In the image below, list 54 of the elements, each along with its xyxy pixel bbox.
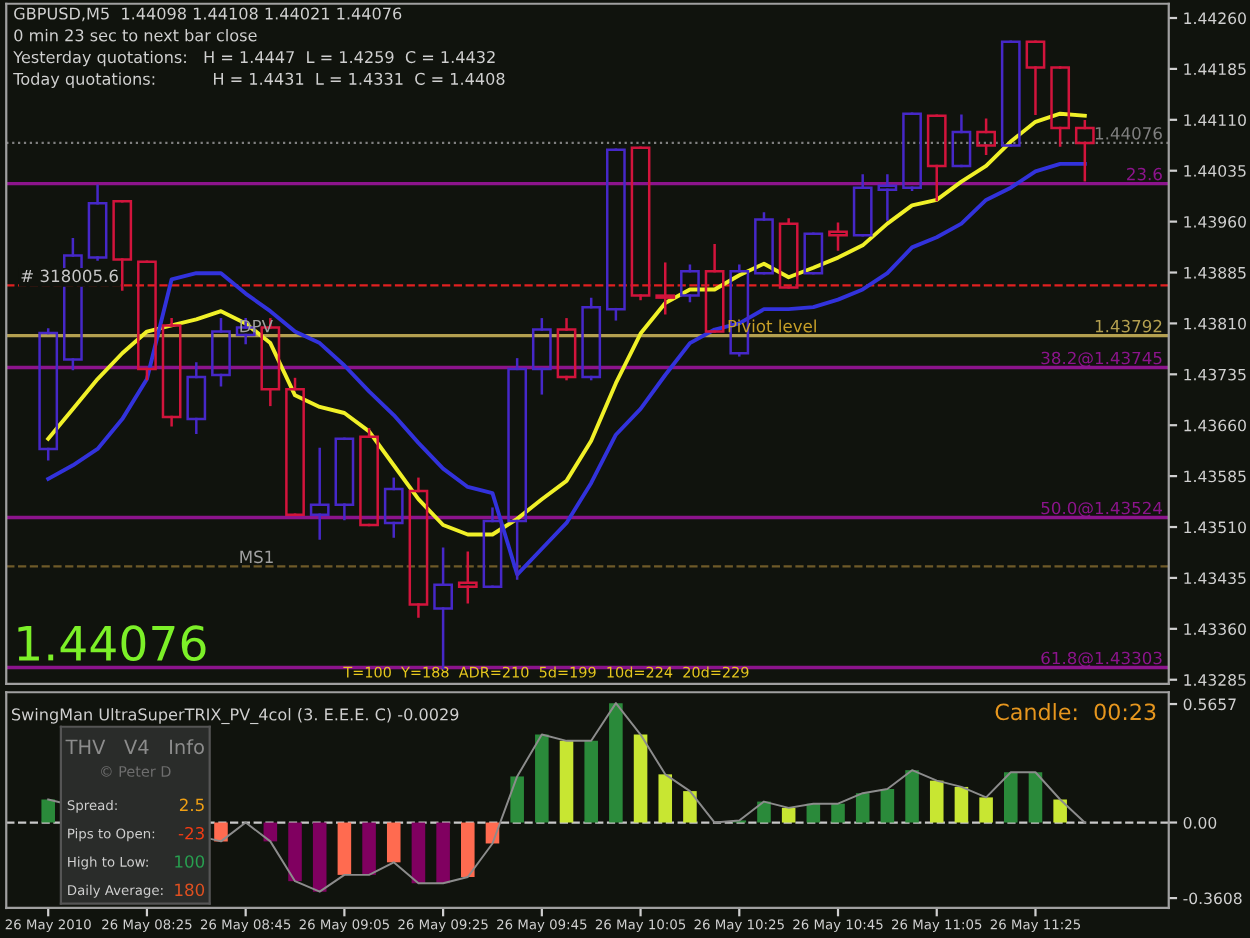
- text: SwingMan UltraSuperTRIX_PV_4col (3. E.E.E. C) -0.0029: [11, 708, 459, 725]
- bar: [954, 786, 969, 823]
- bar: [806, 803, 821, 823]
- bar: [312, 822, 327, 892]
- bar: [633, 734, 648, 823]
- bar: [362, 822, 376, 875]
- bar: [905, 770, 919, 823]
- annotation: Yesterday quotations: H = 1.4447 L = 1.4259 C = 1.4432: [13, 50, 495, 67]
- bar: [288, 822, 302, 882]
- bar: [979, 797, 993, 823]
- bar: [411, 822, 426, 884]
- annotation: 1.44076: [18, 625, 206, 662]
- annotation: # 318005.6: [21, 269, 118, 283]
- annotation: 0 min 23 sec to next bar close: [14, 28, 257, 42]
- bar: [337, 822, 352, 875]
- bar: [658, 774, 673, 823]
- candlestick: [309, 447, 330, 540]
- bar: [584, 740, 598, 823]
- ref-line-label: 61.8@1.43303: [1041, 651, 1162, 667]
- annotation: GBPUSD,M5 1.44098 1.44108 1.44021 1.44076: [14, 7, 402, 22]
- annotation: MS1: [240, 550, 273, 564]
- bar: [855, 793, 870, 823]
- bar: [41, 799, 55, 823]
- ref-line-label: 1.44076: [1095, 127, 1162, 140]
- bar: [436, 822, 450, 884]
- annotation: Today quotations: H = 1.4431 L = 1.4331 C = 1.4408: [13, 72, 505, 89]
- bar: [461, 822, 475, 877]
- annotation: DPV: [240, 320, 273, 333]
- bar: [535, 734, 549, 823]
- bar: [683, 791, 697, 823]
- bar: [609, 703, 623, 823]
- bar: [510, 776, 524, 823]
- annotation: 23.6: [1127, 167, 1162, 181]
- annotation: Candle: 00:23: [995, 703, 1156, 721]
- bar: [831, 803, 845, 823]
- bar: [1028, 772, 1043, 823]
- ref-line-label: 38.2@1.43745: [1041, 351, 1162, 367]
- ref-line-label: 1.43792: [1095, 319, 1162, 333]
- candlestick: [877, 174, 898, 221]
- candlestick: [408, 477, 429, 618]
- bar: [1004, 772, 1018, 823]
- candlestick: [87, 184, 108, 261]
- bar: [757, 801, 771, 823]
- candlestick: [433, 547, 453, 670]
- bar: [880, 789, 895, 823]
- bar: [559, 740, 574, 823]
- bar: [929, 780, 944, 823]
- candlestick: [186, 362, 207, 434]
- bar: [1053, 799, 1067, 823]
- candlestick: [556, 318, 577, 381]
- bar: [386, 822, 401, 863]
- candlestick: [161, 318, 182, 427]
- ref-line-label: 50.0@1.43524: [1041, 501, 1162, 517]
- bar: [781, 807, 796, 823]
